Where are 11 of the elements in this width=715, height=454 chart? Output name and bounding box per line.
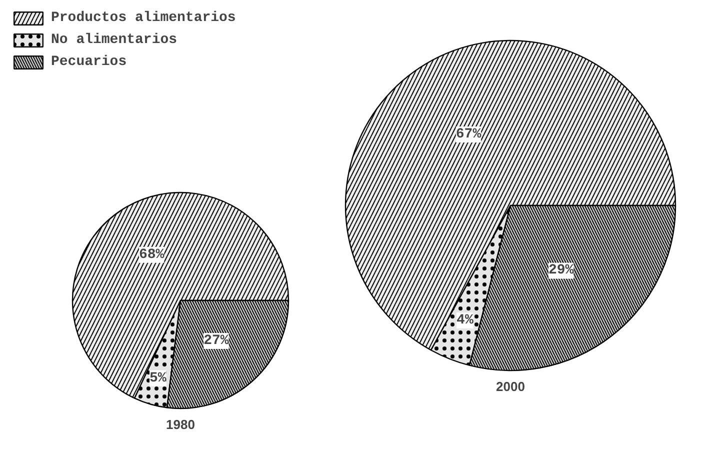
data-label: 27% [204,333,230,350]
legend-label: Productos alimentarios [51,10,236,26]
data-label: 29% [548,262,574,279]
text: 1980 [166,417,195,432]
legend-label: Pecuarios [51,54,127,70]
legend-label: No alimentarios [51,32,178,48]
text: 2000 [496,379,525,394]
data-label: 68% [138,246,165,263]
data-label: 5% [150,370,167,386]
data-label: 4% [456,312,474,329]
data-label: 67% [456,126,482,142]
